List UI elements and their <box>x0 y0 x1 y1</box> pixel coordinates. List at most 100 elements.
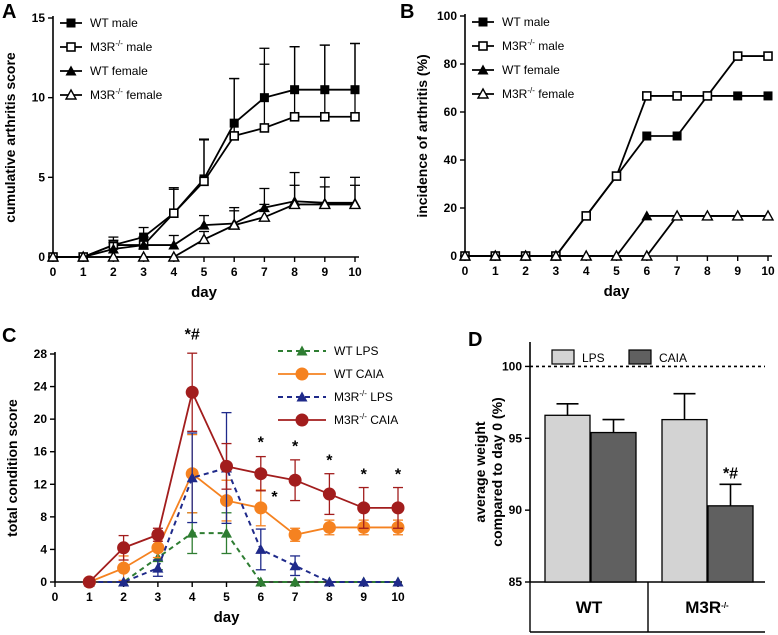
y-tick-label: 0 <box>40 575 47 589</box>
data-point-series-2 <box>319 111 330 122</box>
data-point-series-2 <box>581 211 592 221</box>
significance-marker: * <box>326 453 333 470</box>
data-point-series-2 <box>259 123 270 133</box>
legend-marker-3 <box>477 64 489 75</box>
data-point-series-4 <box>580 249 593 261</box>
data-point-series-4 <box>489 249 502 261</box>
data-point-series-4 <box>458 249 472 261</box>
legend-swatch-1 <box>551 349 575 365</box>
data-point-series-3 <box>138 239 150 250</box>
panel-d-chart: 85 90 95 100 average weight compared to day 0… <box>472 342 765 633</box>
legend-label-1: WT male <box>90 16 138 30</box>
data-point-series-3 <box>255 543 267 554</box>
legend-label-4: M3R-/- CAIA <box>334 412 398 427</box>
bar-caia-1 <box>590 431 637 583</box>
data-point-series-4 <box>137 250 150 262</box>
y-axis-label-line2: compared to day 0 (%) <box>489 397 505 546</box>
panel-a-chart: 0 5 10 15 0 1 2 3 4 5 6 7 8 9 10 day cumulative arthriti… <box>2 11 362 301</box>
y-tick-label: 100 <box>502 359 522 373</box>
x-tick-label: 7 <box>261 265 268 279</box>
x-tick-label: 1 <box>80 265 87 279</box>
legend-marker-3 <box>65 65 77 76</box>
x-tick-label: 9 <box>360 590 367 604</box>
data-point-series-2 <box>732 51 743 61</box>
x-tick-label: 8 <box>291 265 298 279</box>
x-axis-label: day <box>191 284 218 301</box>
legend-marker-1 <box>66 18 76 28</box>
x-tick-label: 2 <box>120 590 127 604</box>
data-point-series-2 <box>702 91 713 101</box>
data-point-series-4 <box>640 249 653 261</box>
bar-lps-2 <box>661 418 708 583</box>
y-tick-label: 40 <box>444 153 458 167</box>
y-axis-label-line1: average weight <box>472 421 488 522</box>
data-point-series-2 <box>117 561 131 575</box>
legend-label-1: WT male <box>502 15 550 29</box>
x-tick-label: 10 <box>391 590 405 604</box>
data-point-series-3 <box>358 576 370 587</box>
x-tick-label: 4 <box>189 590 196 604</box>
data-point-series-2 <box>350 111 360 122</box>
data-point-series-4 <box>348 197 362 210</box>
data-point-series-4 <box>288 197 301 210</box>
panel-label-b: B <box>400 1 414 23</box>
legend-label-3: M3R-/- LPS <box>334 389 393 404</box>
data-point-series-2 <box>763 51 773 61</box>
legend-swatch-2 <box>628 349 652 365</box>
x-tick-label: 6 <box>643 264 650 278</box>
x-tick-label: 10 <box>348 265 362 279</box>
x-tick-label: 3 <box>553 264 560 278</box>
data-point-series-2 <box>288 528 302 542</box>
data-point-series-1 <box>733 91 743 101</box>
data-point-series-3 <box>641 210 653 221</box>
x-tick-label: 7 <box>292 590 299 604</box>
x-tick-label: 5 <box>223 590 230 604</box>
x-tick-label: 3 <box>155 590 162 604</box>
data-point-series-1 <box>255 576 267 587</box>
legend-marker-1 <box>478 17 488 27</box>
significance-marker: * <box>292 439 299 456</box>
data-point-series-1 <box>289 576 301 587</box>
data-point-series-3 <box>107 243 119 254</box>
y-tick-label: 100 <box>437 9 457 23</box>
data-point-series-3 <box>152 562 164 573</box>
x-tick-label: 5 <box>613 264 620 278</box>
x-tick-label: 4 <box>170 265 177 279</box>
x-tick-label: 2 <box>522 264 529 278</box>
x-tick-label: 3 <box>140 265 147 279</box>
category-label-1: WT <box>576 598 603 617</box>
data-point-series-1 <box>186 527 198 538</box>
y-axis-label: total condition score <box>4 399 20 537</box>
data-point-series-1 <box>221 527 232 538</box>
legend-marker-4 <box>64 88 78 100</box>
y-tick-label: 95 <box>509 431 523 445</box>
data-point-series-2 <box>641 91 652 101</box>
x-tick-label: 1 <box>492 264 499 278</box>
y-tick-label: 60 <box>444 105 458 119</box>
data-point-series-4 <box>288 473 302 487</box>
bar-lps-1 <box>544 414 591 583</box>
legend-label-2: WT CAIA <box>334 367 384 381</box>
y-tick-label: 85 <box>509 575 523 589</box>
data-point-series-2 <box>229 131 239 141</box>
data-point-series-4 <box>82 575 96 589</box>
data-point-series-4 <box>701 209 714 221</box>
legend-marker-1 <box>296 345 308 356</box>
y-tick-label: 80 <box>444 57 458 71</box>
category-label-2: M3R-/- <box>685 598 729 617</box>
data-point-series-2 <box>254 501 268 515</box>
x-axis-label: day <box>214 609 241 626</box>
x-tick-label: 0 <box>462 264 469 278</box>
legend-marker-3 <box>296 391 308 402</box>
x-tick-label: 1 <box>86 590 93 604</box>
data-point-series-4 <box>318 197 331 210</box>
data-point-series-3 <box>186 472 198 483</box>
y-tick-label: 90 <box>509 503 523 517</box>
legend-label-3: WT female <box>502 63 560 77</box>
data-point-series-4 <box>258 210 271 222</box>
x-tick-label: 10 <box>761 264 775 278</box>
data-point-series-2 <box>672 91 682 101</box>
y-tick-label: 4 <box>40 542 47 556</box>
x-tick-label: 6 <box>257 590 264 604</box>
